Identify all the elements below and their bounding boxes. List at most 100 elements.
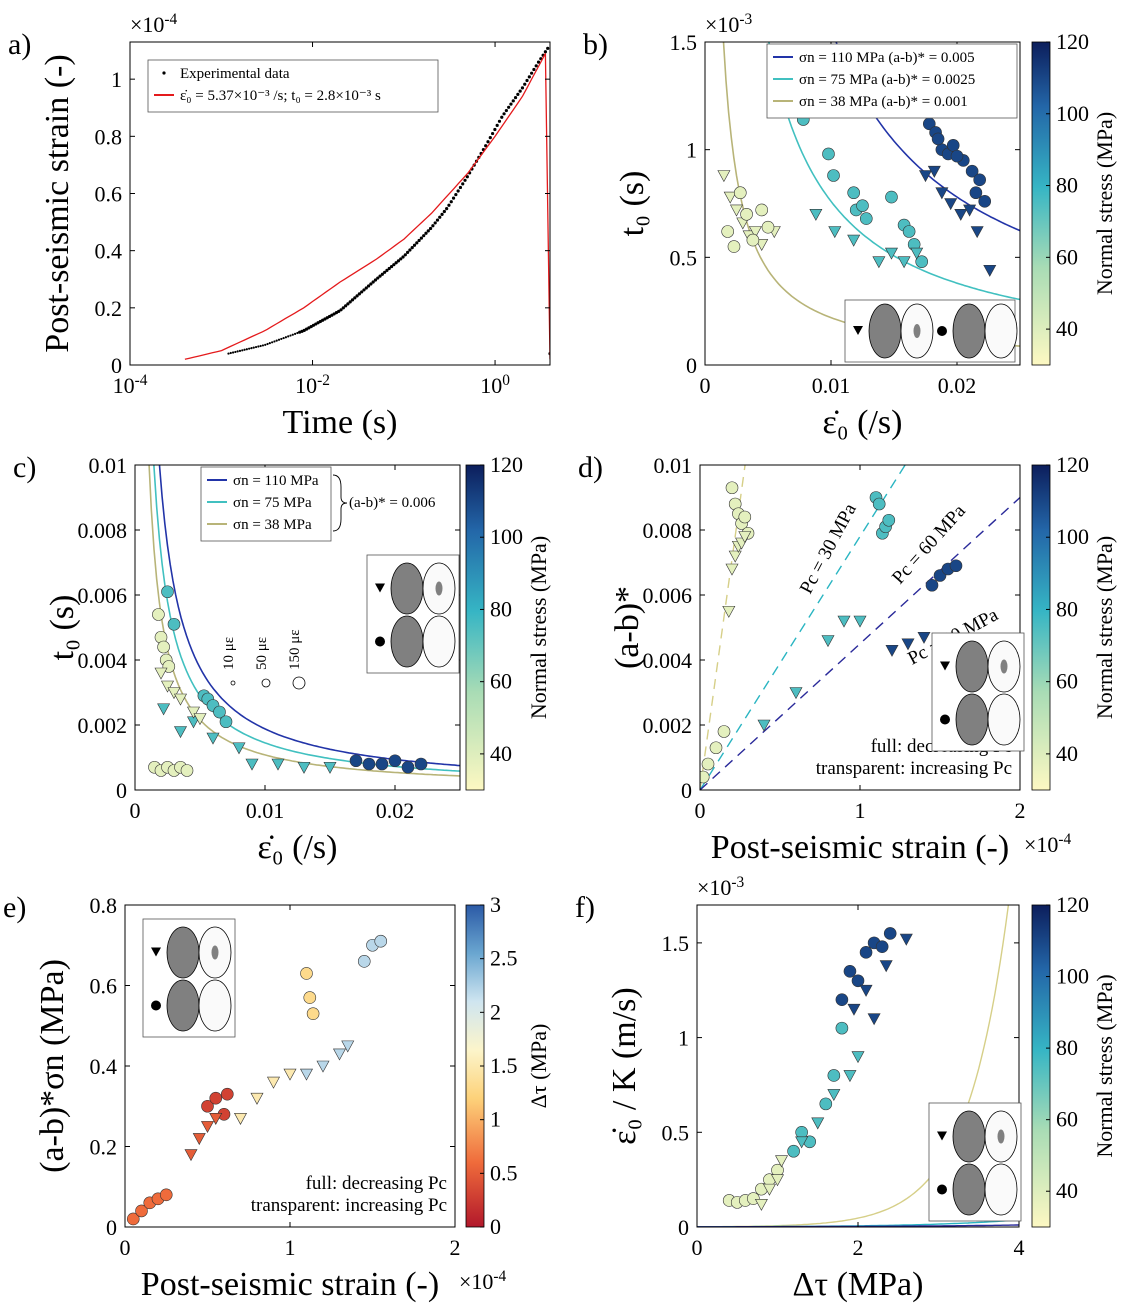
data-point [543, 50, 548, 54]
y-tick-label: 0.6 [90, 974, 118, 999]
circle-marker-icon [151, 1000, 161, 1011]
colorbar-tick-label: 1.5 [490, 1053, 518, 1078]
legend-label: ε̇₀ = 5.37×10⁻³ /s; t₀ = 2.8×10⁻³ s [180, 88, 381, 104]
data-point [245, 348, 248, 351]
gouge-ellipse-icon [390, 615, 424, 668]
line-label: Pc = 30 MPa [796, 500, 861, 598]
data-point [497, 119, 502, 123]
data-point [867, 1013, 881, 1026]
y-axis-label: (a-b)* [609, 586, 646, 669]
data-point [135, 1204, 148, 1218]
panel-letter: a) [8, 28, 31, 61]
x-tick-label: 0.02 [938, 373, 977, 398]
data-point [161, 585, 174, 599]
x-tick-label: 1 [285, 1235, 296, 1260]
legend-label: Experimental data [180, 66, 290, 82]
colorbar: 40 60 80 100 120 Normal stress (MPa) [465, 452, 551, 791]
data-point [350, 298, 355, 302]
data-point [375, 757, 389, 771]
colorbar: 0 0.5 1 1.5 2 2.5 3 Δτ (MPa) [465, 892, 551, 1239]
data-point [287, 335, 290, 338]
y-multiplier: ×10-4 [130, 11, 178, 38]
data-point [442, 209, 446, 214]
patch-ellipse-icon [435, 581, 443, 596]
colorbar-tick-label: 2.5 [490, 946, 518, 971]
y-tick-label: 0.004 [643, 648, 693, 673]
data-point [241, 349, 244, 352]
x-tick-label: 0 [120, 1235, 131, 1260]
data-point [513, 95, 518, 100]
data-point [523, 82, 527, 86]
y-tick-label: 0.4 [90, 1054, 118, 1079]
x-tick-label-exp: -4 [135, 372, 148, 389]
x-tick-label: 0 [700, 373, 711, 398]
data-point [897, 256, 911, 269]
y-tick-label: 0.8 [90, 893, 118, 918]
y-tick-label: 0.6 [95, 181, 123, 206]
data-point [257, 345, 260, 348]
data-point [192, 1133, 206, 1146]
data-point [970, 226, 984, 239]
data-point [344, 304, 348, 308]
data-point [167, 617, 181, 631]
legend-brace-label: (a-b)* = 0.006 [349, 495, 436, 511]
data-point [827, 1069, 841, 1082]
data-point [775, 1155, 789, 1168]
data-point [435, 218, 440, 222]
data-point [963, 204, 977, 217]
x-tick-label: 2 [450, 1235, 461, 1260]
data-point [180, 764, 194, 777]
data-point [346, 302, 350, 306]
x-tick-label: 0 [130, 798, 141, 823]
y-tick-label: 0.8 [95, 124, 123, 149]
data-point [376, 276, 380, 280]
colorbar-tick-label: 0 [490, 1214, 501, 1239]
bare-ellipse-icon [984, 303, 1018, 359]
y-tick-label: 0.002 [78, 713, 128, 738]
x-tick-label-base: 10 [480, 373, 502, 398]
data-point [789, 687, 803, 700]
data-point [394, 261, 398, 265]
data-point [872, 497, 886, 511]
data-point [725, 563, 739, 576]
data-point [502, 112, 506, 116]
data-point [362, 757, 376, 771]
data-point [160, 680, 175, 693]
colorbar-tick-label: 100 [490, 524, 523, 549]
data-point [859, 984, 873, 997]
data-point [733, 186, 747, 200]
data-point [954, 208, 968, 221]
data-point [449, 200, 453, 204]
data-point [811, 1117, 825, 1130]
y-axis-label: Post-seismic strain (-) [39, 54, 76, 352]
colorbar-tick-label: 40 [490, 741, 512, 766]
gouge-ellipse-icon [868, 303, 902, 359]
data-point [534, 64, 538, 68]
data-point [738, 531, 752, 544]
legend-label: σn = 110 MPa (a-b)* = 0.005 [799, 50, 975, 66]
legend-label: σn = 38 MPa (a-b)* = 0.001 [799, 94, 968, 110]
data-point [847, 186, 860, 200]
x-tick-label-base: 10 [113, 373, 135, 398]
data-point [447, 203, 451, 207]
gouge-ellipse-icon [166, 979, 200, 1032]
x-tick-label: 1 [855, 798, 866, 823]
data-point [518, 89, 522, 93]
data-point [415, 241, 419, 245]
colorbar-tick-label: 100 [1056, 964, 1089, 989]
data-point [851, 1051, 865, 1064]
data-point [431, 224, 435, 228]
panel-2: 0 0.01 0.02 0 0.5 1 1.5 ×10-3 ε̇₀ (/s) t₀ (s) b) σn… [583, 11, 1117, 442]
triangle-marker-icon [375, 583, 385, 593]
legend-label: σn = 110 MPa [233, 473, 319, 489]
data-point [221, 1087, 234, 1101]
y-tick-label: 0.01 [654, 453, 693, 478]
y-tick-label: 0.2 [95, 296, 123, 321]
bare-ellipse-icon [198, 979, 232, 1032]
y-tick-label: 0 [106, 1215, 117, 1240]
data-point [969, 186, 983, 200]
sample-inset [844, 299, 1018, 363]
colorbar-tick-label: 2 [490, 999, 501, 1024]
axes-frame [129, 41, 551, 366]
